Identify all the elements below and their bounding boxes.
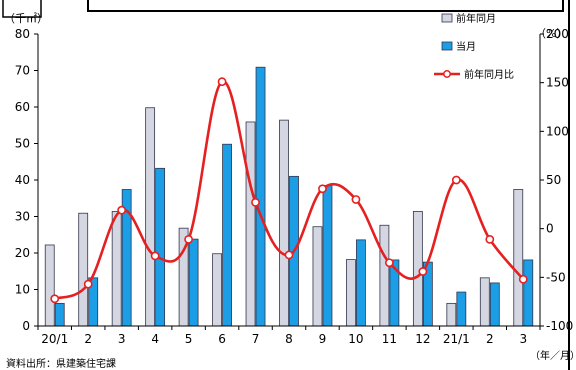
y-left-tick-label: 60 <box>15 100 30 114</box>
legend-swatch-current <box>441 41 453 51</box>
bar-prev-year <box>279 119 289 327</box>
ratio-point <box>50 294 60 304</box>
x-tick-label: 11 <box>382 332 397 346</box>
y-right-tick-label: 200 <box>546 27 569 41</box>
y-left-tick-label: 10 <box>15 283 30 297</box>
y-right-tick-label: 50 <box>546 173 561 187</box>
y-left-tick-label: 80 <box>15 27 30 41</box>
ratio-point <box>451 175 461 185</box>
x-tick-label: 8 <box>285 332 293 346</box>
ratio-point <box>485 234 495 244</box>
x-tick-label: 3 <box>118 332 126 346</box>
bar-prev-year <box>479 277 490 327</box>
y-right-label: （%） <box>535 27 567 40</box>
x-tick-label: 20/1 <box>41 332 68 346</box>
y-right-tick-label: 0 <box>546 222 554 236</box>
ratio-line <box>50 77 528 304</box>
legend-label-current: 当月 <box>456 40 476 53</box>
bar-current <box>356 239 366 327</box>
y-right-tick-label: -100 <box>546 319 573 333</box>
x-tick-label: 5 <box>185 332 193 346</box>
y-left-tick-label: 20 <box>15 246 30 260</box>
ratio-point <box>418 267 428 276</box>
x-tick-label: 2 <box>486 332 494 346</box>
bar-current <box>188 238 199 327</box>
ratio-point <box>351 195 361 204</box>
x-tick-label: 7 <box>252 332 260 346</box>
legend-label-ratio: 前年同月比 <box>464 68 514 81</box>
y-left-label: （千㎡） <box>4 12 48 25</box>
ratio-point <box>284 250 294 260</box>
bar-prev-year <box>346 259 356 327</box>
legend-label-prev-year: 前年同月 <box>456 12 496 25</box>
legend-marker-ratio <box>443 70 451 78</box>
bars <box>44 66 534 327</box>
bar-prev-year <box>379 224 390 327</box>
legend-swatch-prev-year <box>441 13 453 23</box>
top-left-box <box>2 0 42 18</box>
ratio-point <box>384 258 394 268</box>
x-axis-label: （年／月） <box>530 349 576 362</box>
x-tick-label: 9 <box>319 332 327 346</box>
y-left-tick-label: 70 <box>15 64 30 78</box>
bar-prev-year <box>111 210 122 327</box>
x-tick-label: 4 <box>151 332 159 346</box>
x-tick-label: 3 <box>519 332 527 346</box>
ratio-point <box>217 77 227 87</box>
ratio-line-path <box>54 80 525 300</box>
x-tick-label: 2 <box>84 332 92 346</box>
ratio-point <box>150 251 160 261</box>
bar-current <box>322 185 333 327</box>
bar-current <box>255 66 266 327</box>
y-left-tick-label: 40 <box>15 173 30 187</box>
y-left-tick-label: 30 <box>15 210 30 224</box>
y-left-tick-label: 50 <box>15 137 30 151</box>
bar-prev-year <box>312 226 323 327</box>
y-right-tick-label: 100 <box>546 124 569 138</box>
bar-current <box>489 282 500 327</box>
axes: 0 10 20 30 40 50 60 70 80 -100 -50 0 50 100 150 200 20/1… <box>15 27 574 346</box>
y-left-tick-label: 0 <box>22 319 30 333</box>
bar-prev-year <box>212 253 222 327</box>
ratio-point <box>251 197 260 207</box>
ratio-point <box>117 205 127 215</box>
bar-prev-year <box>145 107 156 327</box>
x-tick-label: 6 <box>218 332 226 346</box>
bar-current <box>222 143 232 327</box>
bar-prev-year <box>446 302 457 327</box>
bar-current <box>523 259 534 327</box>
bar-current <box>155 167 166 327</box>
source-note: 資料出所：県建築住宅課 <box>6 357 116 370</box>
bar-current <box>456 291 467 327</box>
x-tick-label: 12 <box>415 332 430 346</box>
ratio-point <box>318 184 327 194</box>
y-right-tick-label: 150 <box>546 76 569 90</box>
bar-current <box>54 302 65 327</box>
bar-prev-year <box>78 212 89 327</box>
title-frame <box>87 0 564 12</box>
x-tick-label: 21/1 <box>443 332 470 346</box>
ratio-point <box>184 234 193 244</box>
ratio-point <box>518 274 528 284</box>
x-tick-label: 10 <box>348 332 363 346</box>
y-right-tick-label: -50 <box>546 270 566 284</box>
bar-prev-year <box>513 189 524 327</box>
bar-prev-year <box>44 244 55 327</box>
bar-prev-year <box>245 121 256 327</box>
ratio-point <box>83 279 93 289</box>
